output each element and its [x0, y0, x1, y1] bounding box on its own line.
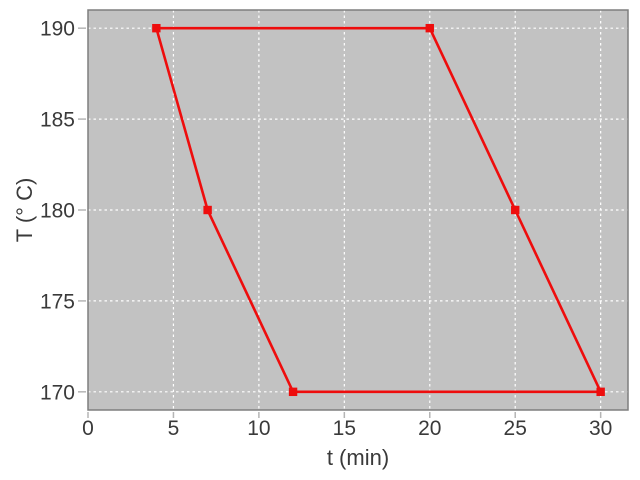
data-point-marker: [425, 23, 434, 33]
x-tick-label: 10: [247, 417, 270, 440]
y-tick-label: 175: [40, 290, 75, 313]
data-point-marker: [288, 387, 298, 397]
y-tick-label: 190: [40, 18, 75, 41]
y-tick-label: 180: [40, 200, 75, 223]
plot-border: [87, 9, 629, 411]
data-point-marker: [596, 387, 605, 397]
x-axis-label: t (min): [326, 445, 390, 470]
y-tick-label: 170: [40, 381, 75, 404]
x-tick-label: 30: [589, 417, 612, 440]
y-axis-label: T (° C): [12, 177, 37, 243]
x-tick-label: 5: [168, 417, 180, 440]
data-point-marker: [203, 205, 212, 215]
x-tick-label: 25: [504, 417, 527, 440]
data-point-marker: [152, 23, 161, 33]
data-point-marker: [511, 205, 520, 215]
x-tick-label: 20: [418, 417, 441, 440]
y-tick-label: 185: [40, 109, 75, 132]
x-tick-label: 15: [333, 417, 356, 440]
x-tick-label: 0: [82, 417, 94, 440]
